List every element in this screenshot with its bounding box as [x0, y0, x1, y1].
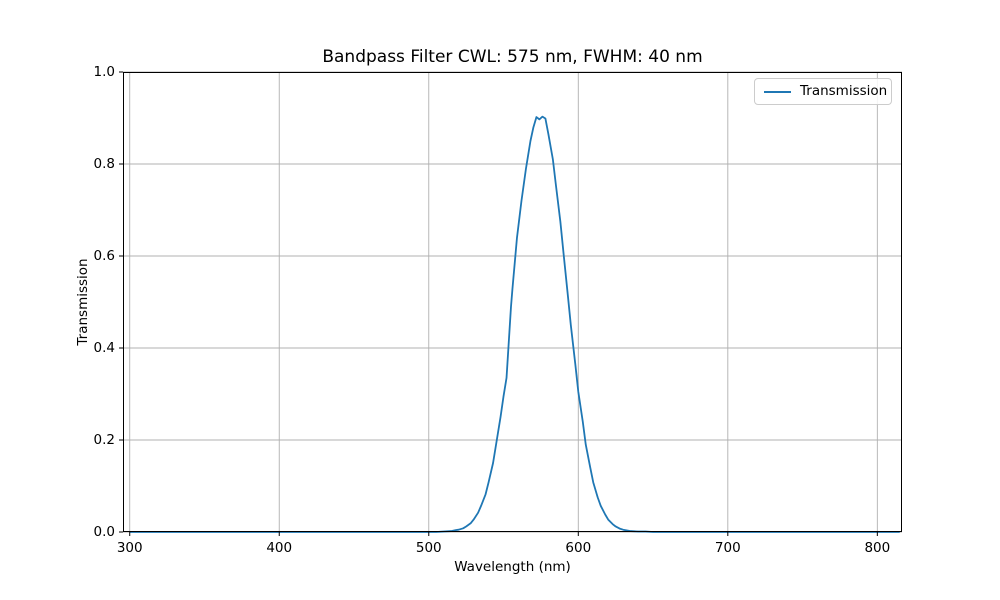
- plot-area: [119, 71, 902, 536]
- axes-spines: [123, 72, 902, 532]
- y-tick-label: 0.8: [93, 156, 115, 172]
- legend-line-sample: [764, 90, 791, 93]
- legend-label: Transmission: [800, 83, 888, 99]
- x-tick-label: 700: [714, 540, 741, 556]
- y-tick-label: 0.2: [93, 432, 115, 448]
- y-tick-label: 1.0: [93, 64, 115, 80]
- x-tick-label: 500: [415, 540, 442, 556]
- x-tick-label: 800: [864, 540, 891, 556]
- chart-title: Bandpass Filter CWL: 575 nm, FWHM: 40 nm: [322, 47, 703, 67]
- y-tick-label: 0.4: [93, 340, 115, 356]
- y-axis-label: Transmission: [75, 258, 91, 346]
- tick-marks: [119, 71, 878, 536]
- x-tick-label: 400: [266, 540, 293, 556]
- x-tick-label: 600: [565, 540, 592, 556]
- y-tick-label: 0.0: [93, 524, 115, 540]
- transmission-curve: [129, 115, 900, 533]
- x-axis-label: Wavelength (nm): [454, 559, 571, 575]
- y-tick-label: 0.6: [93, 248, 115, 264]
- legend-box: Transmission: [754, 78, 892, 105]
- x-tick-label: 300: [116, 540, 143, 556]
- gridlines: [123, 71, 902, 533]
- chart-canvas: [119, 71, 902, 536]
